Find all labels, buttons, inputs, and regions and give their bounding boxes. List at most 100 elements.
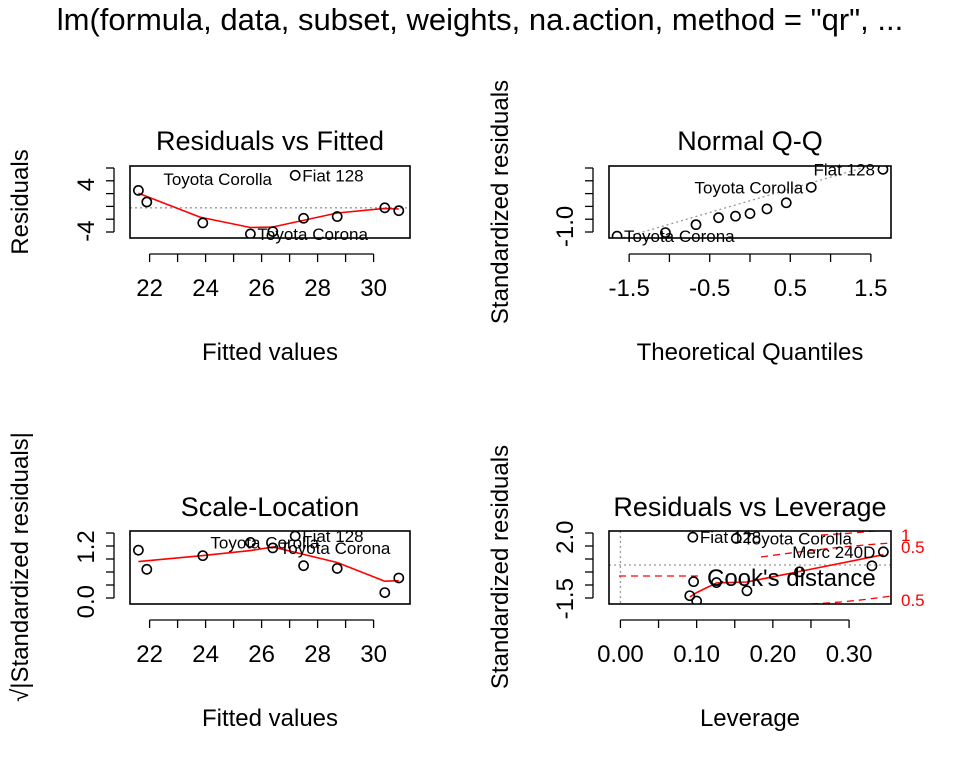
x-axis-label: Fitted values [202, 705, 338, 732]
y-tick-label: 2.0 [552, 520, 579, 553]
x-tick-label: -1.5 [608, 275, 649, 302]
plot-frame [129, 530, 411, 605]
data-point [711, 577, 722, 588]
data-point [744, 208, 756, 219]
point-label: Toyota Corona [280, 539, 391, 558]
data-point [141, 196, 153, 208]
cook-level-label: 1 [901, 526, 910, 545]
x-tick-label: 24 [192, 641, 219, 668]
point-label: Fiat 128 [700, 528, 761, 547]
data-point [713, 212, 724, 224]
x-tick-label: 22 [136, 641, 163, 668]
point-label: Merc 240D [792, 543, 875, 562]
x-tick-label: 28 [304, 641, 331, 668]
x-tick-label: 0.30 [826, 641, 873, 668]
x-axis: -1.5 -0.5 0.5 1.5 [608, 253, 888, 302]
panel-title: Residuals vs Fitted [156, 126, 384, 156]
x-tick-label: 26 [248, 641, 275, 668]
y-tick-label: 0.0 [73, 585, 100, 618]
data-point [379, 587, 391, 598]
panel-normal-qq: Normal Q-Q -1.5 -0.5 0.5 1.5 Theoretical Quan… [487, 80, 892, 366]
point-label: Toyota Corolla [210, 533, 319, 552]
point-label: Toyota Corolla [163, 170, 272, 189]
panel-residuals-vs-leverage: Residuals vs Leverage 0.00 0.10 0.20 0.30 Lev… [487, 445, 925, 732]
data-point [289, 169, 301, 181]
x-tick-label: 24 [192, 275, 219, 302]
point-label: Fiat 128 [814, 160, 875, 179]
figure-supertitle: lm(formula, data, subset, weights, na.ac… [57, 2, 904, 37]
data-point [794, 566, 805, 578]
data-point [379, 202, 391, 214]
data-point [877, 546, 889, 558]
data-point [730, 210, 741, 222]
y-axis-label: √|Standardized residuals| [7, 432, 34, 702]
data-point [393, 572, 405, 584]
cook-contour-05-upper [760, 542, 891, 558]
point-label: Toyota Corolla [743, 529, 852, 548]
x-tick-label: 28 [304, 275, 331, 302]
data-point [267, 542, 279, 554]
data-point [660, 227, 671, 238]
x-tick-label: 1.5 [854, 275, 887, 302]
panels: Residuals vs Fitted 22 24 26 28 30 Fitted valu… [7, 80, 925, 732]
y-tick-label: 4 [73, 178, 100, 191]
x-tick-label: 0.5 [774, 275, 807, 302]
data-point [805, 181, 817, 193]
data-point [331, 563, 343, 574]
panel-title: Residuals vs Leverage [613, 492, 886, 522]
cook-level-label: 0.5 [901, 538, 925, 557]
x-tick-label: 0.00 [597, 641, 644, 668]
cook-contour-05-lower [810, 595, 891, 604]
y-axis-label: Standardized residuals [487, 80, 514, 324]
qq-reference-line [619, 166, 872, 238]
x-axis-label: Leverage [700, 705, 800, 732]
y-tick-label: -4 [73, 220, 100, 241]
plot-frame [129, 165, 411, 239]
cook-legend-label: Cook's distance [707, 565, 876, 592]
x-tick-label: 0.20 [750, 641, 797, 668]
data-point [688, 576, 699, 588]
x-axis-label: Fitted values [202, 339, 338, 366]
data-point [611, 230, 623, 238]
smooth-line [138, 546, 399, 583]
data-point [761, 203, 773, 215]
y-axis-label: Standardized residuals [487, 445, 514, 689]
data-point [267, 226, 279, 238]
data-point [687, 531, 699, 543]
data-point [197, 550, 209, 562]
data-point [132, 544, 144, 556]
data-point [132, 184, 144, 196]
point-label: Toyota Corona [624, 227, 735, 246]
data-point [877, 166, 889, 175]
point-label: Toyota Corona [257, 225, 368, 244]
x-axis: 22 24 26 28 30 [136, 253, 387, 302]
cook-level-label: 0.5 [901, 591, 925, 610]
data-point [690, 219, 702, 231]
panel-title: Normal Q-Q [677, 126, 823, 156]
data-point [244, 537, 256, 548]
data-point [141, 563, 153, 575]
plot-area [130, 169, 410, 238]
data-point [741, 585, 753, 597]
plot-frame [608, 530, 892, 605]
smooth-line [689, 553, 884, 598]
x-tick-label: 22 [136, 275, 163, 302]
point-label: Toyota Corolla [695, 178, 804, 197]
plot-area [609, 531, 891, 604]
data-point [393, 205, 405, 217]
x-axis-label: Theoretical Quantiles [637, 339, 864, 366]
data-point [245, 228, 256, 238]
y-axis: -1.5 2.0 [552, 520, 594, 619]
data-point [691, 595, 703, 604]
x-tick-label: -0.5 [689, 275, 730, 302]
data-point [730, 532, 742, 544]
data-point [298, 212, 309, 224]
plot-area [611, 166, 889, 238]
data-point [866, 560, 878, 572]
data-point [298, 560, 309, 572]
data-point [331, 211, 343, 222]
x-axis: 22 24 26 28 30 [136, 619, 387, 668]
y-axis: -1.0 [552, 167, 594, 247]
